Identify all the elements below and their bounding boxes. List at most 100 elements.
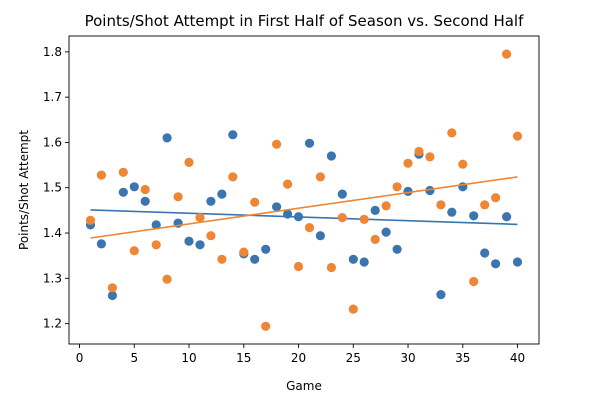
data-point	[480, 200, 490, 210]
data-point	[195, 240, 205, 250]
data-point	[206, 196, 216, 206]
data-point	[107, 290, 117, 301]
data-point	[425, 152, 435, 162]
data-point	[140, 184, 150, 195]
data-point	[348, 254, 358, 264]
y-tick-label: 1.4	[43, 226, 62, 240]
data-point	[458, 159, 468, 169]
data-point	[304, 138, 315, 148]
data-point	[261, 321, 271, 331]
data-point	[337, 189, 347, 199]
trend-line	[90, 209, 518, 226]
data-point	[403, 158, 413, 168]
data-point	[381, 201, 391, 211]
data-point	[206, 231, 216, 241]
y-axis: 1.2 1.3 1.4 1.5 1.6 1.7 1.8	[43, 45, 69, 331]
data-point	[447, 128, 457, 138]
data-point	[107, 283, 117, 293]
data-point	[85, 215, 96, 225]
data-point	[392, 182, 402, 192]
data-point	[162, 274, 172, 284]
x-tick-label: 15	[236, 351, 251, 365]
series-1	[85, 130, 523, 301]
data-point	[162, 133, 172, 143]
plot-frame	[68, 35, 540, 345]
data-point	[326, 262, 336, 273]
data-point	[480, 248, 490, 258]
data-point	[370, 205, 380, 215]
data-point	[217, 189, 227, 199]
data-point	[381, 227, 391, 237]
data-point	[348, 304, 358, 314]
data-point	[250, 254, 260, 264]
data-point	[283, 179, 293, 189]
data-point	[425, 185, 435, 196]
data-point	[436, 200, 446, 210]
x-tick-label: 30	[400, 351, 415, 365]
data-point	[151, 240, 161, 250]
data-point	[228, 172, 238, 182]
y-tick-label: 1.3	[43, 271, 62, 285]
x-axis-label: Game	[286, 379, 322, 393]
x-tick-label: 35	[455, 351, 470, 365]
data-point	[272, 202, 282, 212]
trend-line	[90, 176, 518, 239]
x-tick-label: 40	[510, 351, 525, 365]
data-point	[326, 151, 336, 161]
data-point	[129, 246, 139, 256]
data-point	[469, 211, 479, 221]
x-tick-label: 10	[181, 351, 196, 365]
data-point	[118, 167, 128, 177]
data-point	[151, 220, 161, 230]
y-axis-label: Points/Shot Attempt	[17, 130, 31, 250]
data-point	[173, 192, 183, 202]
data-point	[491, 259, 501, 269]
chart-title: Points/Shot Attempt in First Half of Sea…	[85, 12, 524, 30]
data-point	[512, 257, 523, 267]
x-tick-label: 5	[130, 351, 138, 365]
y-tick-label: 1.2	[43, 317, 62, 331]
data-point	[337, 213, 347, 223]
data-point	[414, 146, 424, 157]
x-tick-label: 0	[76, 351, 84, 365]
data-point	[359, 214, 369, 224]
data-point	[195, 213, 205, 223]
data-point	[217, 254, 227, 264]
data-point	[272, 139, 282, 149]
y-tick-label: 1.5	[43, 181, 62, 195]
data-point	[118, 187, 128, 197]
data-point	[261, 244, 271, 254]
x-tick-label: 20	[291, 351, 306, 365]
y-tick-label: 1.6	[43, 135, 62, 149]
data-point	[228, 130, 238, 140]
data-point	[184, 157, 194, 167]
data-point	[239, 247, 249, 257]
data-point	[184, 236, 194, 246]
data-point	[359, 257, 369, 267]
data-point	[140, 196, 150, 206]
series-2	[85, 49, 523, 331]
data-point	[129, 182, 139, 192]
data-point	[96, 239, 106, 249]
data-point	[293, 261, 304, 272]
data-point	[370, 234, 380, 244]
data-point	[250, 197, 260, 207]
x-axis: 0 5 10 15 20 25 30 35 40	[76, 344, 525, 365]
data-point	[392, 244, 402, 254]
data-point	[436, 290, 446, 300]
data-point	[512, 131, 523, 141]
y-tick-label: 1.7	[43, 90, 62, 104]
data-point	[491, 193, 501, 203]
data-point	[502, 49, 512, 59]
data-point	[96, 170, 106, 180]
y-tick-label: 1.8	[43, 45, 62, 59]
data-point	[469, 276, 479, 287]
plot-area	[85, 49, 523, 331]
data-point	[315, 231, 325, 241]
data-point	[315, 172, 325, 182]
x-tick-label: 25	[346, 351, 361, 365]
data-point	[502, 212, 512, 222]
data-point	[447, 207, 457, 217]
data-point	[304, 223, 315, 233]
